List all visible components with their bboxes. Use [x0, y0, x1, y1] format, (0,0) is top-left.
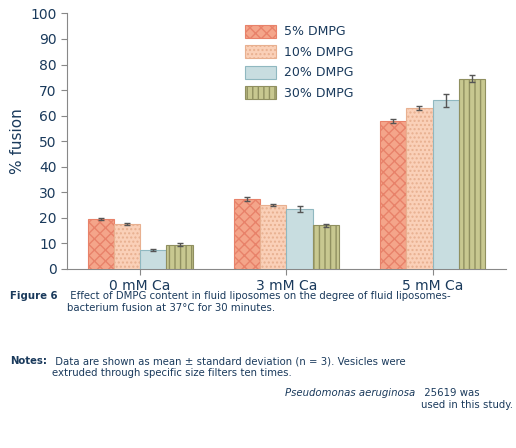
Text: Data are shown as mean ± standard deviation (n = 3). Vesicles were
extruded thro: Data are shown as mean ± standard deviat… [53, 356, 406, 378]
Text: Figure 6: Figure 6 [10, 291, 58, 302]
Bar [114, 224, 140, 269]
Y-axis label: % fusion: % fusion [10, 108, 25, 174]
Bar [286, 209, 313, 269]
Text: 25619 was
used in this study.: 25619 was used in this study. [422, 388, 513, 410]
Text: Effect of DMPG content in fluid liposomes on the degree of fluid liposomes-
bact: Effect of DMPG content in fluid liposome… [67, 291, 451, 313]
Bar [432, 100, 459, 269]
Bar [234, 198, 260, 269]
Bar [406, 108, 432, 269]
Bar [380, 121, 406, 269]
Bar [459, 78, 485, 269]
Bar [140, 250, 167, 269]
Bar [88, 219, 114, 269]
Bar [167, 245, 193, 269]
Text: Pseudomonas aeruginosa: Pseudomonas aeruginosa [285, 388, 415, 398]
Bar [313, 225, 339, 269]
Legend: 5% DMPG, 10% DMPG, 20% DMPG, 30% DMPG: 5% DMPG, 10% DMPG, 20% DMPG, 30% DMPG [240, 20, 358, 105]
Text: Notes:: Notes: [10, 356, 47, 366]
Bar [260, 205, 286, 269]
